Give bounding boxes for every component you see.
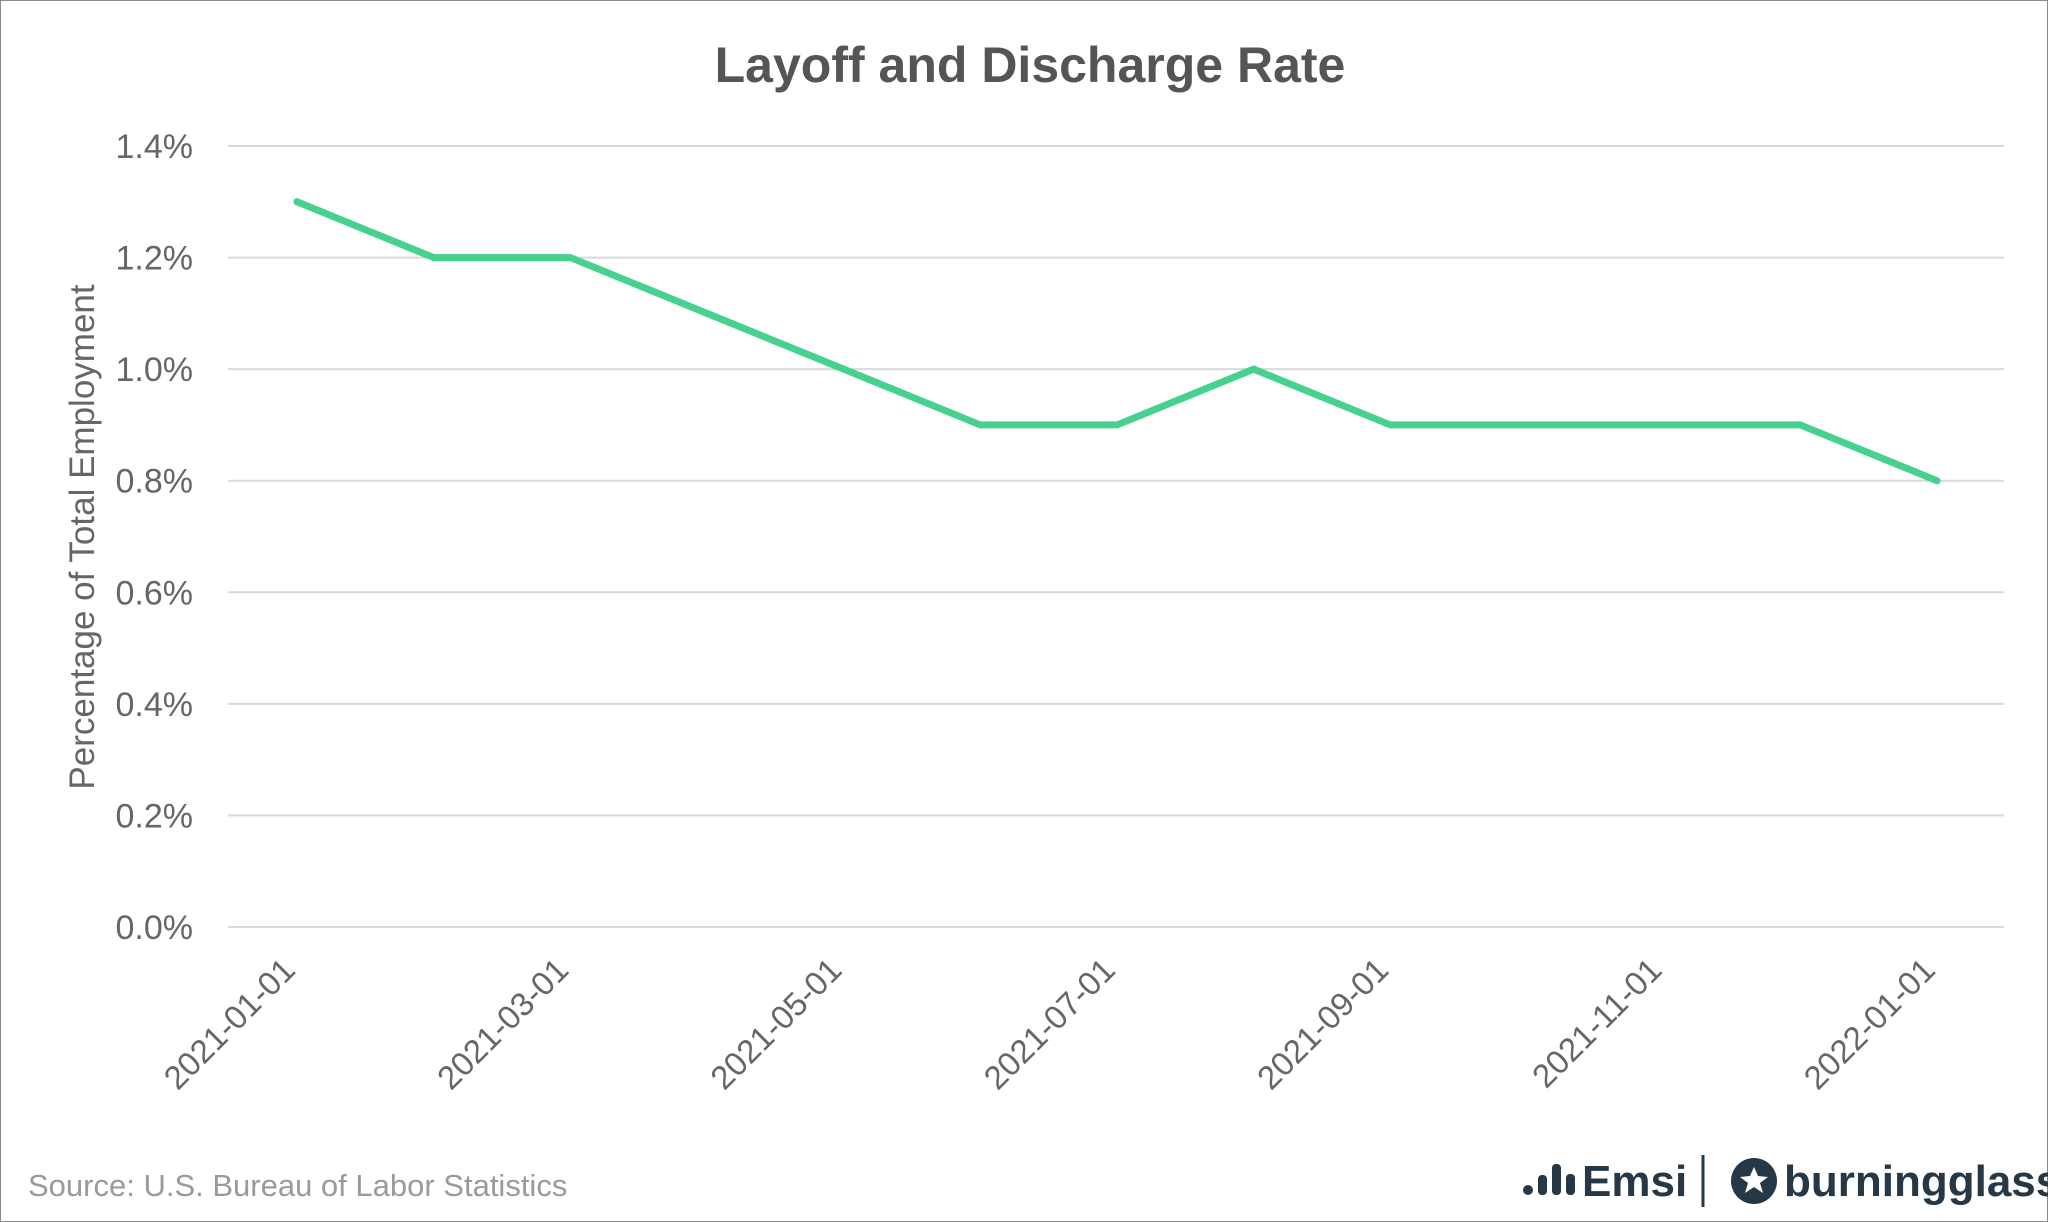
data-point (1660, 421, 1668, 429)
series-line (293, 198, 1941, 485)
x-tick-label: 2021-09-01 (1250, 951, 1396, 1097)
data-point (976, 421, 984, 429)
y-tick-label: 0.6% (116, 574, 194, 612)
y-tick-label: 1.2% (116, 240, 194, 278)
data-point (566, 254, 574, 262)
y-tick-label: 0.0% (116, 909, 194, 947)
x-axis-ticks: 2021-01-01 2021-03-01 2021-05-01 2021-07-01… (156, 951, 1942, 1097)
x-tick-label: 2021-05-01 (703, 951, 849, 1097)
gridlines (228, 145, 2004, 928)
data-point (840, 365, 848, 373)
burningglass-wordmark: burningglass (1784, 1157, 2048, 1206)
emsi-logo: Emsi (1523, 1157, 1687, 1206)
data-point (1113, 421, 1121, 429)
x-tick-label: 2021-11-01 (1525, 951, 1669, 1095)
y-axis-ticks: 0.0% 0.2% 0.4% 0.6% 0.8% 1.0% 1.2% 1.4% (116, 128, 194, 947)
data-point (1250, 365, 1258, 373)
y-tick-label: 1.0% (116, 351, 194, 389)
chart-title: Layoff and Discharge Rate (715, 37, 1346, 93)
series-layer (293, 198, 1941, 485)
x-tick-label: 2021-03-01 (430, 951, 576, 1097)
x-tick-label: 2021-07-01 (976, 951, 1122, 1097)
data-point (1796, 421, 1804, 429)
x-tick-label: 2022-01-01 (1796, 951, 1942, 1097)
data-point (703, 309, 711, 317)
data-point (430, 254, 438, 262)
y-tick-label: 0.4% (116, 686, 194, 724)
emsi-wordmark: Emsi (1582, 1157, 1687, 1206)
emsi-bars-icon (1523, 1164, 1575, 1195)
data-point (293, 198, 301, 206)
data-point (1386, 421, 1394, 429)
source-note: Source: U.S. Bureau of Labor Statistics (28, 1168, 567, 1203)
y-tick-label: 0.2% (116, 797, 194, 835)
y-axis-label: Percentage of Total Employment (63, 284, 102, 789)
data-point (1933, 477, 1941, 485)
data-point (1523, 421, 1531, 429)
x-tick-label: 2021-01-01 (156, 951, 302, 1097)
y-tick-label: 1.4% (116, 128, 194, 166)
y-tick-label: 0.8% (116, 463, 194, 501)
burningglass-star-icon (1731, 1158, 1777, 1204)
burningglass-logo: burningglass (1731, 1157, 2048, 1206)
